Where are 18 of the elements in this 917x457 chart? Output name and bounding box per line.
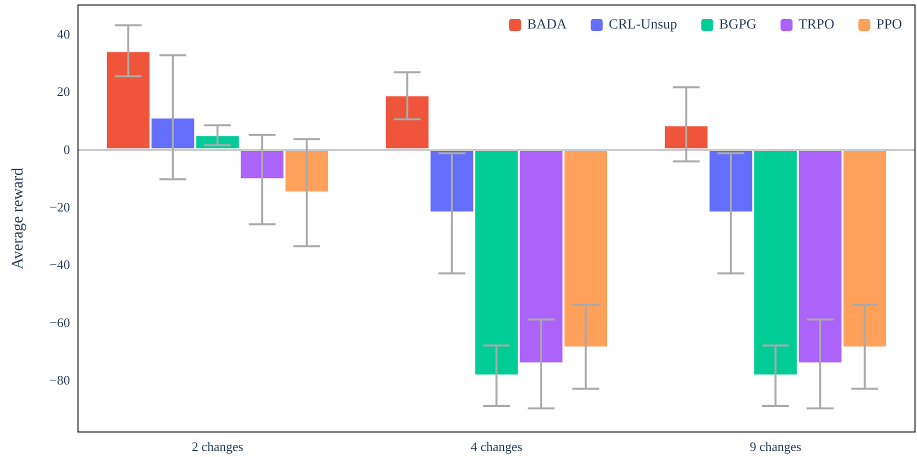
x-tick-label: 4 changes: [470, 439, 522, 454]
y-tick-label: 20: [57, 84, 70, 100]
y-tick-label: 0: [64, 142, 70, 157]
legend-label: CRL-Unsup: [608, 18, 678, 32]
bar: [664, 125, 709, 150]
legend-label: PPO: [876, 18, 902, 32]
bar: [384, 95, 430, 150]
legend-label: TRPO: [798, 18, 834, 32]
y-tick-label: 40: [57, 26, 70, 42]
y-tick-label: −20: [50, 199, 70, 214]
y-tick-label: −40: [50, 257, 70, 272]
legend-label: BADA: [527, 18, 568, 32]
y-tick-label: −60: [50, 314, 70, 330]
y-axis-title: Average reward: [10, 168, 26, 270]
x-tick-label: 2 changes: [192, 439, 244, 454]
x-tick-label: 9 changes: [750, 439, 802, 454]
legend-label: BGPG: [719, 18, 757, 32]
y-tick-label: −80: [50, 372, 70, 388]
